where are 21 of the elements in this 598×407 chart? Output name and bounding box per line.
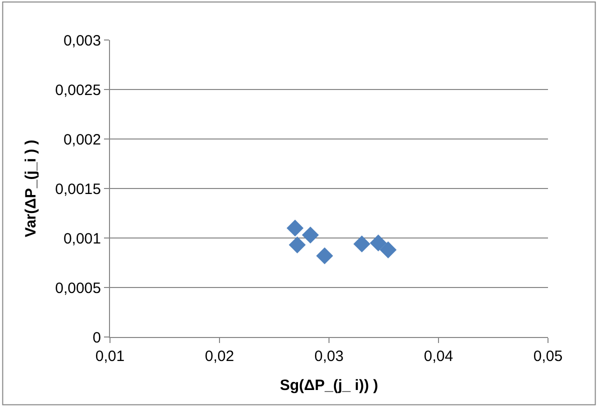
point	[302, 226, 319, 244]
y-tick-label: 0,0025	[55, 82, 101, 99]
y-axis-title: Var(ΔP_(j_i ) )	[22, 140, 40, 238]
x-tick-label: 0,02	[204, 348, 234, 365]
point	[288, 236, 306, 254]
y-tick-label: 0,003	[63, 32, 101, 50]
point	[353, 235, 370, 252]
x-axis-title: Sg(ΔP_(j_ i)) )	[280, 377, 378, 394]
y-tick-label: 0,0015	[55, 180, 101, 198]
point	[286, 220, 304, 237]
x-tick-label: 0,04	[424, 348, 454, 365]
y-tick-label: 0,002	[63, 131, 101, 148]
y-tick-label: 0,0005	[55, 280, 101, 297]
point	[380, 241, 397, 258]
x-tick-label: 0,01	[95, 348, 125, 365]
y-tick-label: 0	[92, 329, 101, 346]
point	[316, 247, 334, 264]
point	[370, 234, 387, 252]
y-tick-label: 0,001	[63, 230, 101, 248]
x-tick-label: 0,05	[533, 348, 563, 365]
x-tick-label: 0,03	[314, 348, 344, 365]
